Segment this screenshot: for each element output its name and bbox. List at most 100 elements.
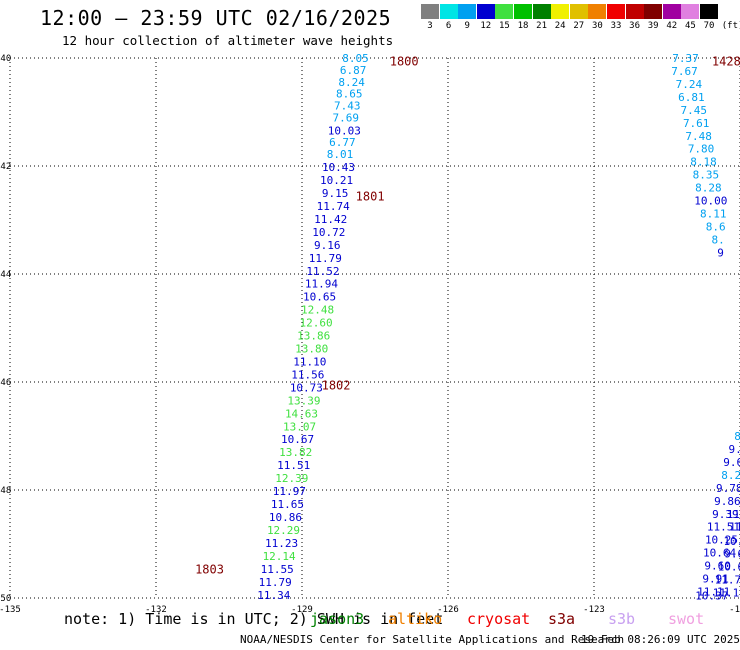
wave-height-value: 8. xyxy=(711,233,724,246)
legend-label: 6 xyxy=(445,21,452,31)
legend-label: 30 xyxy=(591,21,603,31)
y-tick-label: -50 xyxy=(0,594,11,604)
wave-height-value: 11.74 xyxy=(317,200,350,213)
wave-height-value: 9.15 xyxy=(322,187,349,200)
legend-label: 24 xyxy=(554,21,566,31)
wave-height-value: 10.86 xyxy=(269,511,302,524)
wave-height-value: 13.07 xyxy=(283,420,316,433)
y-tick-label: -44 xyxy=(0,270,11,280)
generated-timestamp: 19 Feb 08:26:09 UTC 2025 xyxy=(581,633,740,646)
legend-swatch xyxy=(625,4,644,19)
wave-height-value: 12.39 xyxy=(275,472,308,485)
wave-height-value: 10.03 xyxy=(328,124,361,137)
x-tick-label: -132 xyxy=(145,605,167,615)
legend-label: 3 xyxy=(427,21,433,31)
time-marker: 1428 xyxy=(712,55,740,69)
mission-label: s3a xyxy=(548,610,576,628)
legend-swatch xyxy=(514,4,532,19)
legend-label: 21 xyxy=(536,21,548,31)
wave-height-value: 8.05 xyxy=(342,52,369,65)
wave-height-value: 11.79 xyxy=(715,574,740,587)
wave-height-value: 7.45 xyxy=(681,104,708,117)
wave-height-value: 7.80 xyxy=(688,143,715,156)
wave-height-value: 8.24 xyxy=(338,76,365,89)
wave-height-value: 10.43 xyxy=(322,161,355,174)
time-marker: 1803 xyxy=(195,562,224,576)
wave-height-value: 8.6 xyxy=(706,220,726,233)
wave-height-value: 11.51 xyxy=(277,459,310,472)
wave-height-value: 11.10 xyxy=(293,355,326,368)
wave-height-value: 11.79 xyxy=(309,252,342,265)
wave-height-value: 9.91 xyxy=(702,573,729,586)
time-marker: 1801 xyxy=(356,190,385,204)
legend-swatch xyxy=(421,4,439,19)
wave-height-value: 8.28 xyxy=(695,182,722,195)
legend-label: 33 xyxy=(610,21,622,31)
wave-height-value: 9.16 xyxy=(314,239,341,252)
wave-height-value: 10.64 xyxy=(703,547,736,560)
wave-height-value: 13.80 xyxy=(295,343,328,356)
x-tick-label: -126 xyxy=(437,605,459,615)
wave-height-value: 9 xyxy=(717,246,724,259)
wave-height-value: 14.63 xyxy=(285,407,318,420)
wave-height-value: 7.67 xyxy=(671,65,698,78)
legend-swatch xyxy=(607,4,625,19)
wave-height-value: 13.39 xyxy=(287,394,320,407)
page-title: 12:00 — 23:59 UTC 02/16/2025 xyxy=(40,6,392,30)
legend-label: 39 xyxy=(647,21,659,31)
wave-height-value: 10.67 xyxy=(718,561,740,574)
x-tick-label: -120 xyxy=(729,605,740,615)
wave-height-value: 10.65 xyxy=(303,291,336,304)
mission-label: cryosat xyxy=(467,610,531,628)
wave-height-value: 11.0 xyxy=(729,521,740,534)
y-tick-label: -46 xyxy=(0,378,11,388)
legend-swatch xyxy=(662,4,681,19)
wave-height-value: 6.77 xyxy=(329,136,356,149)
wave-height-value: 11.11 xyxy=(713,587,740,600)
wave-height-value: 10.25 xyxy=(705,534,738,547)
legend-label: 9 xyxy=(464,21,470,31)
mission-label: swot xyxy=(668,610,705,628)
wave-height-value: 11.97 xyxy=(273,485,306,498)
wave-height-value: 12.14 xyxy=(263,550,296,563)
x-tick-label: -129 xyxy=(291,605,313,615)
wave-height-value: 11.52 xyxy=(306,265,339,278)
wave-height-value: 11.51 xyxy=(707,521,740,534)
wave-height-value: 12.60 xyxy=(300,317,333,330)
wave-height-value: 11.11 xyxy=(697,586,730,599)
y-tick-label: -48 xyxy=(0,486,11,496)
wave-height-value: 10.00 xyxy=(694,195,727,208)
legend-label: 27 xyxy=(573,21,585,31)
wave-height-value: 12.48 xyxy=(301,304,334,317)
wave-height-value: 9.78 xyxy=(716,482,740,495)
wave-height-value: 9.60 xyxy=(704,560,731,573)
wave-height-value: 9.63 xyxy=(724,548,740,561)
wave-height-value: 6.87 xyxy=(340,64,367,77)
wave-height-value: 10.21 xyxy=(320,174,353,187)
y-tick-label: -40 xyxy=(0,54,11,64)
axis-ticks: -135 -132 -129 -126 -123 -120 -40 -42 -44 -46 -48 -… xyxy=(0,54,740,615)
satellite-tracks: 8.056.878.248.657.437.6910.036.778.0110.… xyxy=(195,52,740,602)
wave-height-value: 9.6 xyxy=(723,456,740,469)
map-grid xyxy=(9,57,740,599)
wave-height-value: 11.8 xyxy=(727,508,740,521)
time-marker: 1800 xyxy=(390,55,419,69)
mission-label: jason3 xyxy=(310,610,365,628)
wave-height-value: 7.43 xyxy=(334,100,361,113)
wave-height-value: 11.79 xyxy=(259,576,292,589)
legend-swatch xyxy=(439,4,458,19)
satellite-track: 7.377.677.246.817.457.617.487.808.188.35… xyxy=(671,52,740,259)
legend-swatch xyxy=(681,4,700,19)
wave-height-value: 9.39 xyxy=(712,508,739,521)
mission-label: s3b xyxy=(608,610,636,628)
wave-height-value: 11.55 xyxy=(261,563,294,576)
footer-note: note: 1) Time is in UTC; 2) SWH is in fe… xyxy=(64,610,444,628)
x-tick-label: -123 xyxy=(583,605,605,615)
satellite-track: 89.9.68.29.789.869.3911.5110.2510.649.60… xyxy=(695,430,740,602)
wave-height-value: 8.35 xyxy=(693,169,720,182)
credit-text: NOAA/NESDIS Center for Satellite Applica… xyxy=(240,633,625,646)
wave-height-value: 10.63 xyxy=(723,535,740,548)
wave-height-value: 13.82 xyxy=(279,446,312,459)
legend-swatch xyxy=(476,4,495,19)
